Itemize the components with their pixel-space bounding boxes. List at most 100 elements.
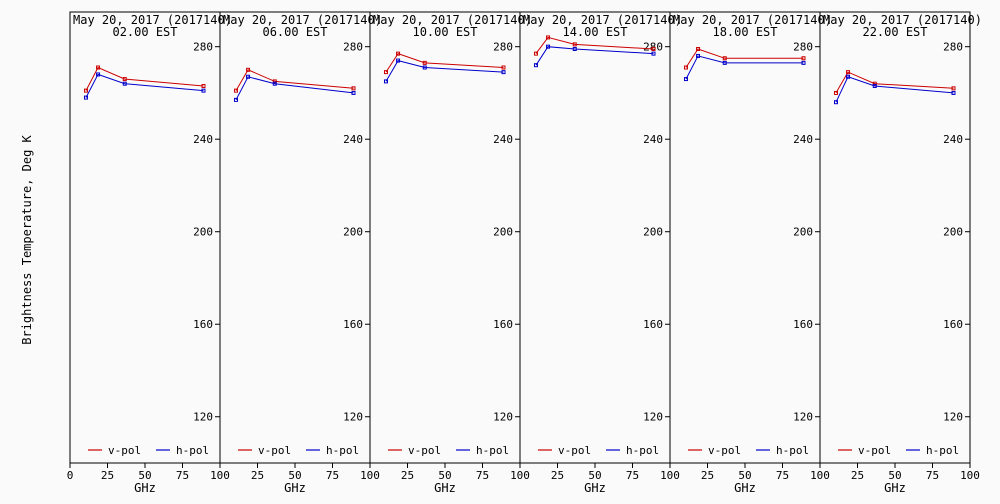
x-tick-label: 75 [476, 469, 489, 482]
data-point-v-pol [233, 88, 238, 93]
chart-subtitle: 06.00 EST [262, 25, 327, 39]
series-line-h-pol [385, 60, 504, 82]
y-tick-label: 160 [343, 318, 363, 331]
data-point-h-pol [383, 79, 388, 84]
x-axis-label: GHz [134, 481, 156, 495]
data-point-v-pol [546, 35, 551, 40]
data-point-h-pol [83, 95, 88, 100]
chart-subtitle: 18.00 EST [712, 25, 777, 39]
chart-panel-1: May 20, 2017 (2017140)02.00 EST 120 160 200… [67, 11, 232, 495]
data-point-h-pol [122, 81, 127, 86]
data-point-h-pol [233, 97, 238, 102]
x-tick-label: 50 [888, 469, 901, 482]
legend-label: v-pol [108, 444, 141, 457]
data-point-h-pol [722, 60, 727, 65]
chart-subtitle: 22.00 EST [862, 25, 927, 39]
chart-title: May 20, 2017 (2017140) [523, 13, 682, 27]
y-tick-label: 280 [793, 41, 813, 54]
data-point-h-pol [533, 63, 538, 68]
y-tick-label: 120 [193, 411, 213, 424]
data-point-v-pol [846, 70, 851, 75]
y-tick-label: 280 [343, 41, 363, 54]
chart-subtitle: 14.00 EST [562, 25, 627, 39]
legend-label: h-pol [626, 444, 659, 457]
y-tick-label: 240 [793, 133, 813, 146]
data-point-v-pol [83, 88, 88, 93]
series-line-v-pol [685, 48, 804, 68]
legend-label: h-pol [176, 444, 209, 457]
chart-subtitle: 10.00 EST [412, 25, 477, 39]
data-point-h-pol [96, 72, 101, 77]
data-point-h-pol [696, 53, 701, 58]
legend-label: h-pol [326, 444, 359, 457]
x-axis-label: GHz [734, 481, 756, 495]
chart-panel-5: May 20, 2017 (2017140)18.00 EST 120 160 200… [669, 11, 832, 495]
series-line-v-pol [385, 52, 504, 73]
y-tick-label: 280 [193, 41, 213, 54]
x-tick-label: 100 [810, 469, 830, 482]
chart-title: May 20, 2017 (2017140) [673, 13, 832, 27]
x-tick-label: 100 [510, 469, 530, 482]
data-point-h-pol [872, 84, 877, 89]
legend-label: v-pol [708, 444, 741, 457]
data-point-h-pol [683, 77, 688, 82]
y-tick-label: 200 [493, 226, 513, 239]
data-point-v-pol [533, 51, 538, 56]
data-point-v-pol [801, 56, 806, 61]
y-tick-label: 160 [193, 318, 213, 331]
x-tick-label: 25 [851, 469, 864, 482]
legend-label: v-pol [408, 444, 441, 457]
data-point-v-pol [422, 60, 427, 65]
data-point-v-pol [696, 47, 701, 52]
data-point-v-pol [396, 51, 401, 56]
x-tick-label: 75 [776, 469, 789, 482]
data-point-v-pol [383, 70, 388, 75]
data-point-v-pol [122, 77, 127, 82]
chart-subtitle: 02.00 EST [112, 25, 177, 39]
x-tick-label: 50 [138, 469, 151, 482]
data-point-h-pol [396, 58, 401, 63]
data-point-v-pol [872, 81, 877, 86]
data-point-v-pol [833, 90, 838, 95]
data-point-h-pol [951, 90, 956, 95]
y-tick-label: 120 [943, 411, 963, 424]
x-axis-label: GHz [284, 481, 306, 495]
series-line-h-pol [835, 76, 954, 103]
data-point-v-pol [683, 65, 688, 70]
data-point-v-pol [246, 67, 251, 72]
data-point-h-pol [572, 47, 577, 52]
y-tick-label: 200 [793, 226, 813, 239]
x-tick-label: 25 [251, 469, 264, 482]
data-point-h-pol [833, 100, 838, 105]
x-tick-label: 50 [438, 469, 451, 482]
data-point-v-pol [722, 56, 727, 61]
y-tick-label: 120 [493, 411, 513, 424]
x-tick-label: 50 [288, 469, 301, 482]
legend-label: h-pol [926, 444, 959, 457]
data-point-v-pol [96, 65, 101, 70]
series-line-v-pol [235, 69, 354, 91]
x-tick-label: 75 [626, 469, 639, 482]
legend-label: v-pol [858, 444, 891, 457]
x-tick-label: 25 [401, 469, 414, 482]
data-point-h-pol [801, 60, 806, 65]
x-tick-label: 75 [926, 469, 939, 482]
x-tick-label: 50 [588, 469, 601, 482]
x-axis-label: GHz [884, 481, 906, 495]
legend-label: h-pol [776, 444, 809, 457]
chart-panel-3: May 20, 2017 (2017140)10.00 EST 120 160 200… [369, 11, 532, 495]
chart-panel-6: May 20, 2017 (2017140)22.00 EST 120 160 200… [819, 11, 982, 495]
y-tick-label: 160 [493, 318, 513, 331]
data-point-v-pol [572, 42, 577, 47]
data-point-v-pol [272, 79, 277, 84]
data-point-h-pol [501, 70, 506, 75]
x-tick-label: 100 [210, 469, 230, 482]
x-tick-label: 50 [738, 469, 751, 482]
y-tick-label: 240 [943, 133, 963, 146]
x-axis-label: GHz [434, 481, 456, 495]
series-line-h-pol [685, 55, 804, 80]
chart-title: May 20, 2017 (2017140) [223, 13, 382, 27]
chart-title: May 20, 2017 (2017140) [373, 13, 532, 27]
data-point-h-pol [351, 90, 356, 95]
